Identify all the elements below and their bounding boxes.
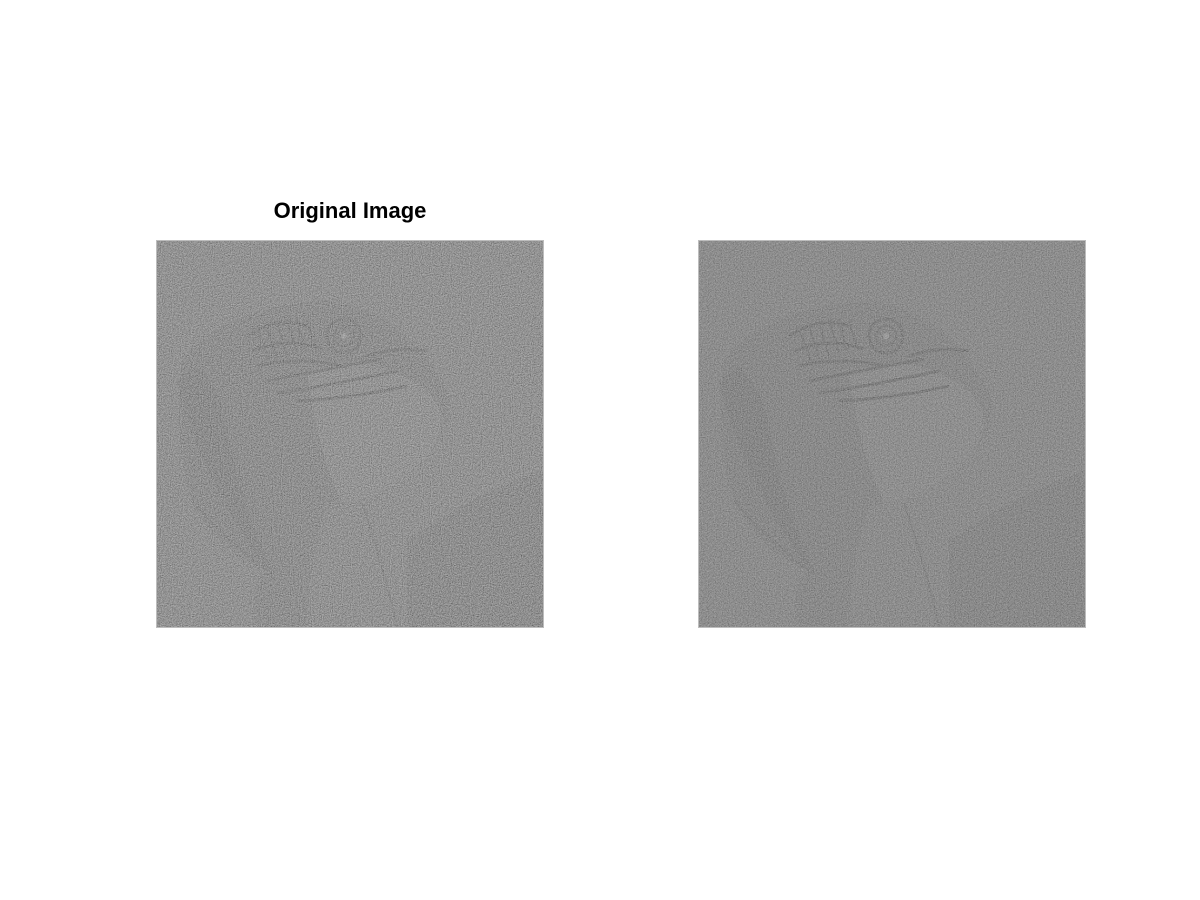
filtered-image-panel (698, 240, 1086, 628)
filtered-image (699, 241, 1085, 627)
original-image (157, 241, 543, 627)
left-panel-title: Original Image (273, 198, 427, 223)
original-image-panel (156, 240, 544, 628)
